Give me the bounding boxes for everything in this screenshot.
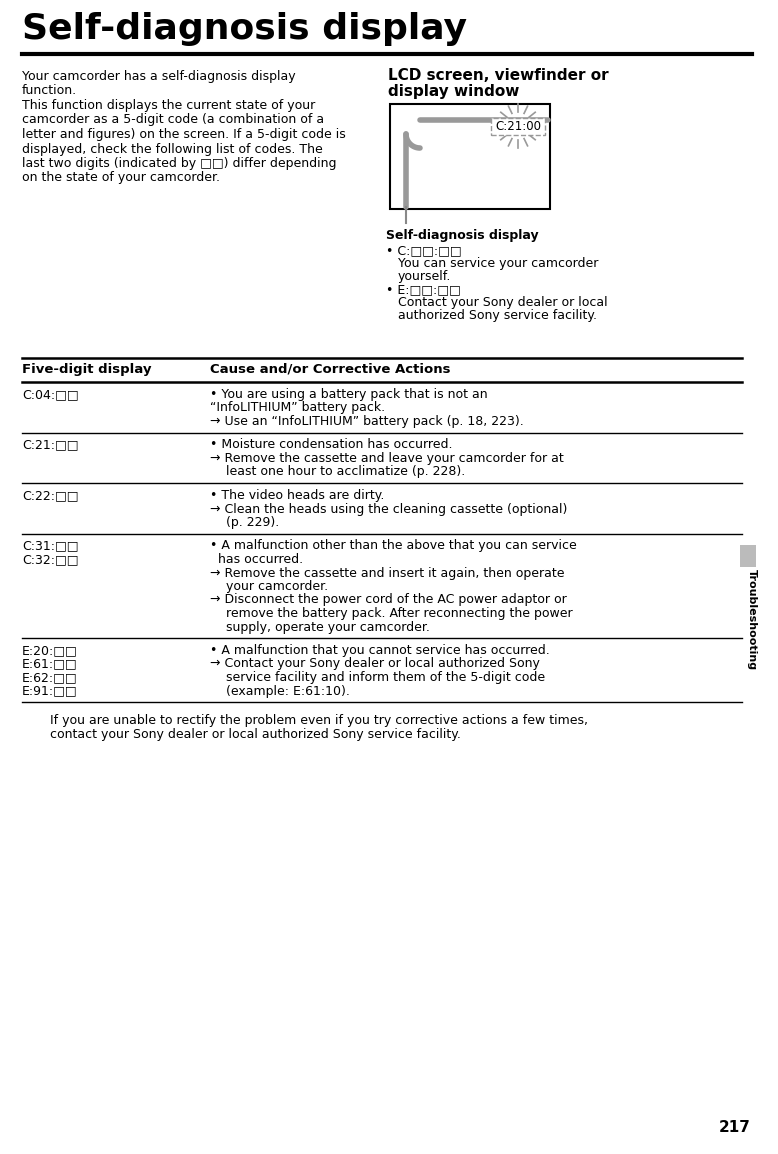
- Text: → Contact your Sony dealer or local authorized Sony: → Contact your Sony dealer or local auth…: [210, 658, 540, 670]
- Text: Self-diagnosis display: Self-diagnosis display: [22, 12, 467, 46]
- Text: C:22:□□: C:22:□□: [22, 489, 79, 502]
- Text: Cause and/or Corrective Actions: Cause and/or Corrective Actions: [210, 364, 450, 376]
- Text: Contact your Sony dealer or local: Contact your Sony dealer or local: [398, 295, 608, 309]
- Bar: [740, 545, 756, 567]
- Text: → Disconnect the power cord of the AC power adaptor or: → Disconnect the power cord of the AC po…: [210, 593, 566, 607]
- Text: C:21:□□: C:21:□□: [22, 439, 79, 451]
- Text: has occurred.: has occurred.: [210, 553, 303, 565]
- Text: Self-diagnosis display: Self-diagnosis display: [386, 228, 538, 242]
- Text: display window: display window: [388, 84, 520, 99]
- Text: yourself.: yourself.: [398, 270, 451, 283]
- Text: Troubleshooting: Troubleshooting: [747, 569, 757, 670]
- Text: contact your Sony dealer or local authorized Sony service facility.: contact your Sony dealer or local author…: [50, 728, 461, 741]
- Text: service facility and inform them of the 5-digit code: service facility and inform them of the …: [210, 670, 545, 684]
- Text: Your camcorder has a self-diagnosis display: Your camcorder has a self-diagnosis disp…: [22, 70, 296, 83]
- Text: This function displays the current state of your: This function displays the current state…: [22, 99, 315, 112]
- Text: function.: function.: [22, 84, 77, 97]
- Text: → Use an “InfoLITHIUM” battery pack (p. 18, 223).: → Use an “InfoLITHIUM” battery pack (p. …: [210, 415, 524, 428]
- Text: LCD screen, viewfinder or: LCD screen, viewfinder or: [388, 68, 608, 83]
- Text: E:61:□□: E:61:□□: [22, 658, 78, 670]
- Text: • You are using a battery pack that is not an: • You are using a battery pack that is n…: [210, 388, 488, 400]
- Text: • C:□□:□□: • C:□□:□□: [386, 243, 461, 257]
- Text: (p. 229).: (p. 229).: [210, 516, 279, 529]
- Text: → Clean the heads using the cleaning cassette (optional): → Clean the heads using the cleaning cas…: [210, 502, 567, 516]
- Text: on the state of your camcorder.: on the state of your camcorder.: [22, 172, 220, 185]
- Text: authorized Sony service facility.: authorized Sony service facility.: [398, 309, 597, 322]
- Text: E:62:□□: E:62:□□: [22, 670, 78, 684]
- Text: → Remove the cassette and insert it again, then operate: → Remove the cassette and insert it agai…: [210, 567, 565, 579]
- Text: Five-digit display: Five-digit display: [22, 364, 152, 376]
- Text: E:91:□□: E:91:□□: [22, 684, 78, 697]
- Text: remove the battery pack. After reconnecting the power: remove the battery pack. After reconnect…: [210, 607, 573, 620]
- Text: • A malfunction other than the above that you can service: • A malfunction other than the above tha…: [210, 540, 576, 553]
- Text: (example: E:61:10).: (example: E:61:10).: [210, 684, 350, 697]
- Text: displayed, check the following list of codes. The: displayed, check the following list of c…: [22, 142, 323, 156]
- Text: E:20:□□: E:20:□□: [22, 644, 78, 657]
- Text: • Moisture condensation has occurred.: • Moisture condensation has occurred.: [210, 439, 453, 451]
- Text: supply, operate your camcorder.: supply, operate your camcorder.: [210, 621, 430, 634]
- Text: • The video heads are dirty.: • The video heads are dirty.: [210, 489, 384, 502]
- Text: your camcorder.: your camcorder.: [210, 580, 328, 593]
- Text: • E:□□:□□: • E:□□:□□: [386, 283, 461, 295]
- Text: least one hour to acclimatize (p. 228).: least one hour to acclimatize (p. 228).: [210, 465, 465, 479]
- Text: C:21:00: C:21:00: [495, 120, 541, 133]
- Bar: [491, 118, 545, 135]
- Bar: [390, 104, 550, 209]
- Text: C:31:□□: C:31:□□: [22, 540, 79, 553]
- Text: If you are unable to rectify the problem even if you try corrective actions a fe: If you are unable to rectify the problem…: [50, 714, 588, 727]
- Text: camcorder as a 5-digit code (a combination of a: camcorder as a 5-digit code (a combinati…: [22, 113, 324, 127]
- Text: C:32:□□: C:32:□□: [22, 553, 79, 565]
- Text: 217: 217: [719, 1121, 751, 1136]
- Text: “InfoLITHIUM” battery pack.: “InfoLITHIUM” battery pack.: [210, 402, 385, 414]
- Text: letter and figures) on the screen. If a 5-digit code is: letter and figures) on the screen. If a …: [22, 128, 345, 141]
- Text: → Remove the cassette and leave your camcorder for at: → Remove the cassette and leave your cam…: [210, 452, 564, 465]
- Text: • A malfunction that you cannot service has occurred.: • A malfunction that you cannot service …: [210, 644, 550, 657]
- Text: C:04:□□: C:04:□□: [22, 388, 79, 400]
- Text: last two digits (indicated by □□) differ depending: last two digits (indicated by □□) differ…: [22, 157, 337, 170]
- Text: You can service your camcorder: You can service your camcorder: [398, 257, 598, 270]
